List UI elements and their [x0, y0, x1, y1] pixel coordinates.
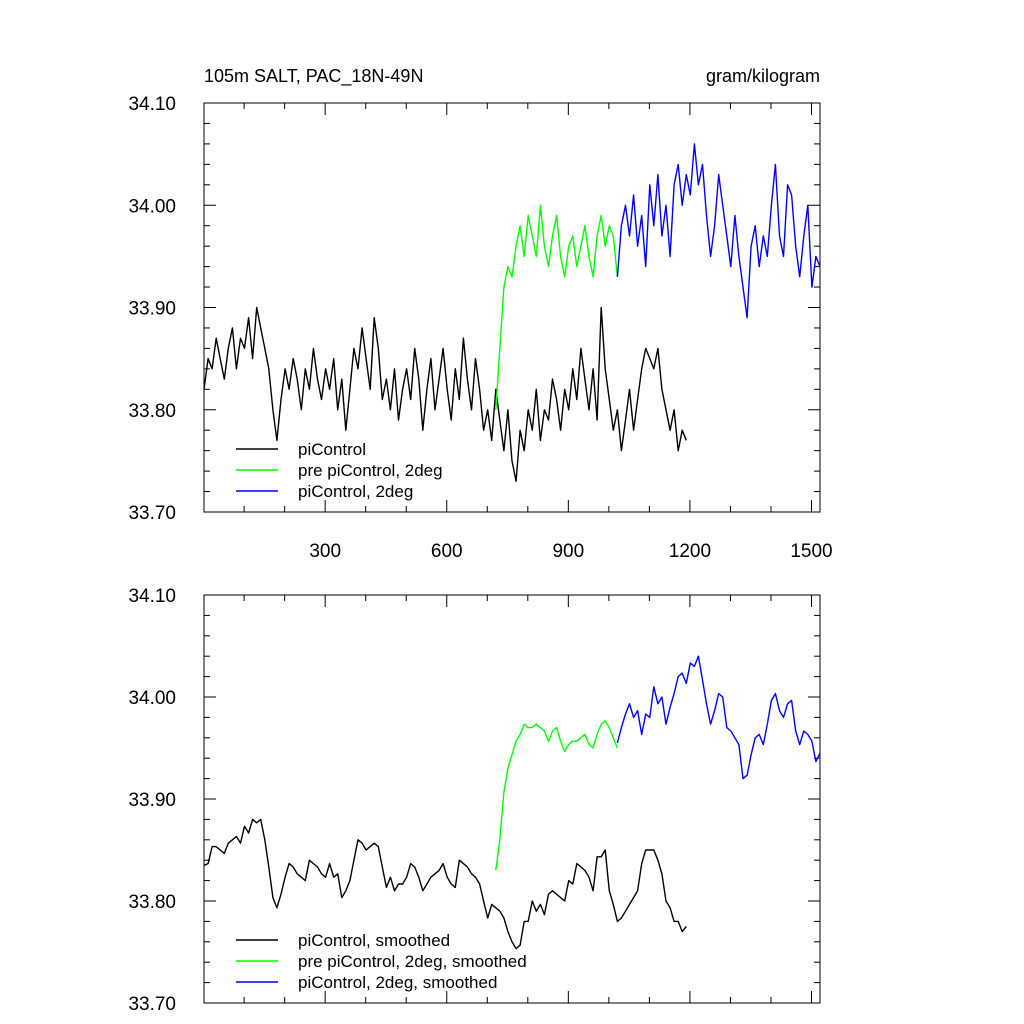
y-tick-label: 33.90 [128, 790, 176, 811]
y-tick-label: 34.00 [128, 688, 176, 709]
y-tick-label: 33.90 [128, 299, 176, 320]
y-tick-label: 33.70 [128, 994, 176, 1015]
series-line-2 [616, 143, 821, 319]
legend-label-2: piControl, 2deg, smoothed [298, 973, 497, 992]
y-tick-label: 34.10 [128, 586, 176, 607]
plot-frame [203, 102, 821, 513]
x-tick-label: 600 [431, 541, 463, 562]
x-tick-label: 300 [309, 541, 341, 562]
legend-label-2: piControl, 2deg [298, 482, 413, 501]
y-tick-label: 33.80 [128, 892, 176, 913]
x-tick-label: 900 [552, 541, 584, 562]
legend-label-1: pre piControl, 2deg, smoothed [298, 952, 527, 971]
x-tick-label: 1500 [790, 541, 832, 562]
legend-label-0: piControl [298, 440, 366, 459]
series-line-1 [495, 720, 619, 871]
top-panel: 33.70 33.80 33.90 34.00 34.10 300 600 900 1200 15… [128, 94, 832, 562]
series-line-2 [616, 655, 821, 780]
legend-label-0: piControl, smoothed [298, 931, 450, 950]
bottom-panel: 33.70 33.80 33.90 34.00 34.10 piControl, smoo… [128, 586, 821, 1015]
y-tick-label: 33.70 [128, 503, 176, 524]
y-tick-label: 33.80 [128, 401, 176, 422]
series-line-0 [203, 306, 687, 482]
legend-label-1: pre piControl, 2deg [298, 461, 443, 480]
chart-title: 105m SALT, PAC_18N-49N [204, 66, 423, 87]
series-line-1 [495, 204, 619, 410]
x-tick-label: 1200 [669, 541, 711, 562]
y-tick-label: 34.00 [128, 196, 176, 217]
units-label: gram/kilogram [706, 66, 820, 86]
series-line-0 [203, 818, 687, 950]
y-tick-label: 34.10 [128, 94, 176, 115]
